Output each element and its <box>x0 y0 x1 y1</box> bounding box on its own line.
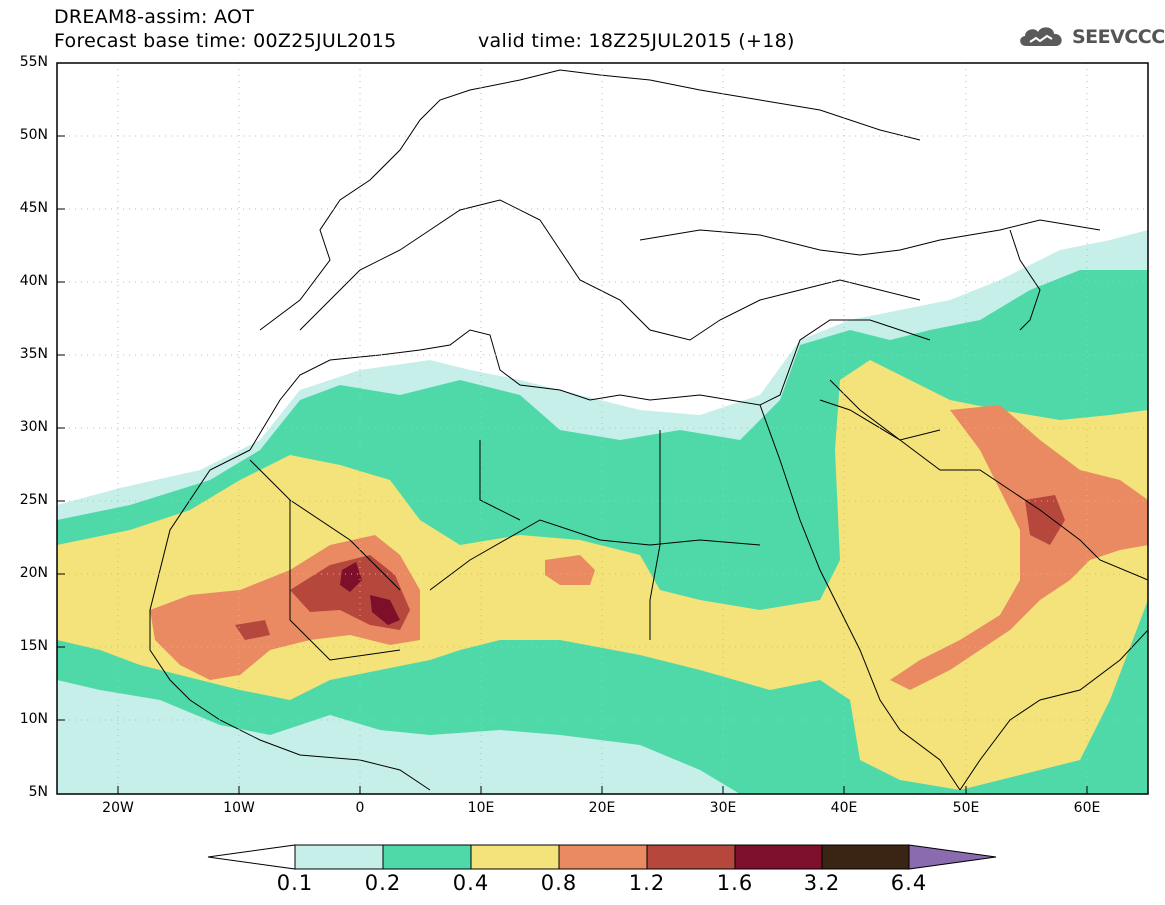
colorbar-label: 0.8 <box>540 871 578 895</box>
lon-label: 20E <box>588 800 616 816</box>
lat-label: 5N <box>28 784 48 800</box>
lat-label: 40N <box>19 273 48 289</box>
lat-label: 30N <box>19 419 48 435</box>
colorbar-box-3 <box>470 844 560 870</box>
lon-label: 10E <box>467 800 495 816</box>
lon-label: 60E <box>1073 800 1101 816</box>
aot-band-1.6-a <box>340 562 362 592</box>
colorbar-box-5 <box>646 844 736 870</box>
colorbar-label: 1.6 <box>716 871 754 895</box>
colorbar-over-triangle <box>908 844 997 870</box>
lon-label: 40E <box>830 800 858 816</box>
lon-label: 0 <box>355 800 365 816</box>
colorbar-label: 0.1 <box>276 871 314 895</box>
lat-label: 20N <box>19 565 48 581</box>
lat-label: 25N <box>19 492 48 508</box>
colorbar-box-1 <box>294 844 384 870</box>
lat-label: 10N <box>19 711 48 727</box>
colorbar-box-4 <box>558 844 648 870</box>
lat-label: 50N <box>19 127 48 143</box>
lon-label: 20W <box>102 800 134 816</box>
colorbar-label: 1.2 <box>628 871 666 895</box>
aot-band-0.8-sudan <box>545 555 595 585</box>
lat-label: 15N <box>19 638 48 654</box>
lon-label: 50E <box>952 800 980 816</box>
lat-label: 35N <box>19 346 48 362</box>
colorbar-label: 3.2 <box>803 871 841 895</box>
cloud-icon <box>1020 27 1062 46</box>
aot-band-1.2-west2 <box>235 620 270 640</box>
colorbar-label: 6.4 <box>890 871 928 895</box>
coastlines <box>149 69 1148 791</box>
logo-text: SEEVCCC <box>1072 26 1165 48</box>
forecast-base-time: Forecast base time: 00Z25JUL2015 <box>54 30 397 52</box>
lat-label: 45N <box>19 200 48 216</box>
colorbar-box-2 <box>382 844 472 870</box>
colorbar <box>207 844 997 870</box>
lon-label: 10W <box>223 800 255 816</box>
seevccc-logo: SEEVCCC <box>1016 24 1165 50</box>
colorbar-label: 0.2 <box>364 871 402 895</box>
aot-band-1.2-east <box>1025 495 1065 545</box>
aot-shading <box>57 230 1148 794</box>
colorbar-label: 0.4 <box>452 871 490 895</box>
colorbar-under-triangle <box>207 844 296 870</box>
colorbar-box-7 <box>821 844 910 870</box>
aot-band-1.6-b <box>370 595 400 625</box>
aot-band-0.8-east <box>890 405 1148 690</box>
axis-ticks <box>57 135 1088 794</box>
lat-label: 55N <box>19 54 48 70</box>
lon-label: 30E <box>709 800 737 816</box>
map-title: DREAM8-assim: AOT <box>54 6 255 28</box>
valid-time: valid time: 18Z25JUL2015 (+18) <box>478 30 795 52</box>
colorbar-box-6 <box>734 844 823 870</box>
aot-band-0.4 <box>57 360 1148 790</box>
